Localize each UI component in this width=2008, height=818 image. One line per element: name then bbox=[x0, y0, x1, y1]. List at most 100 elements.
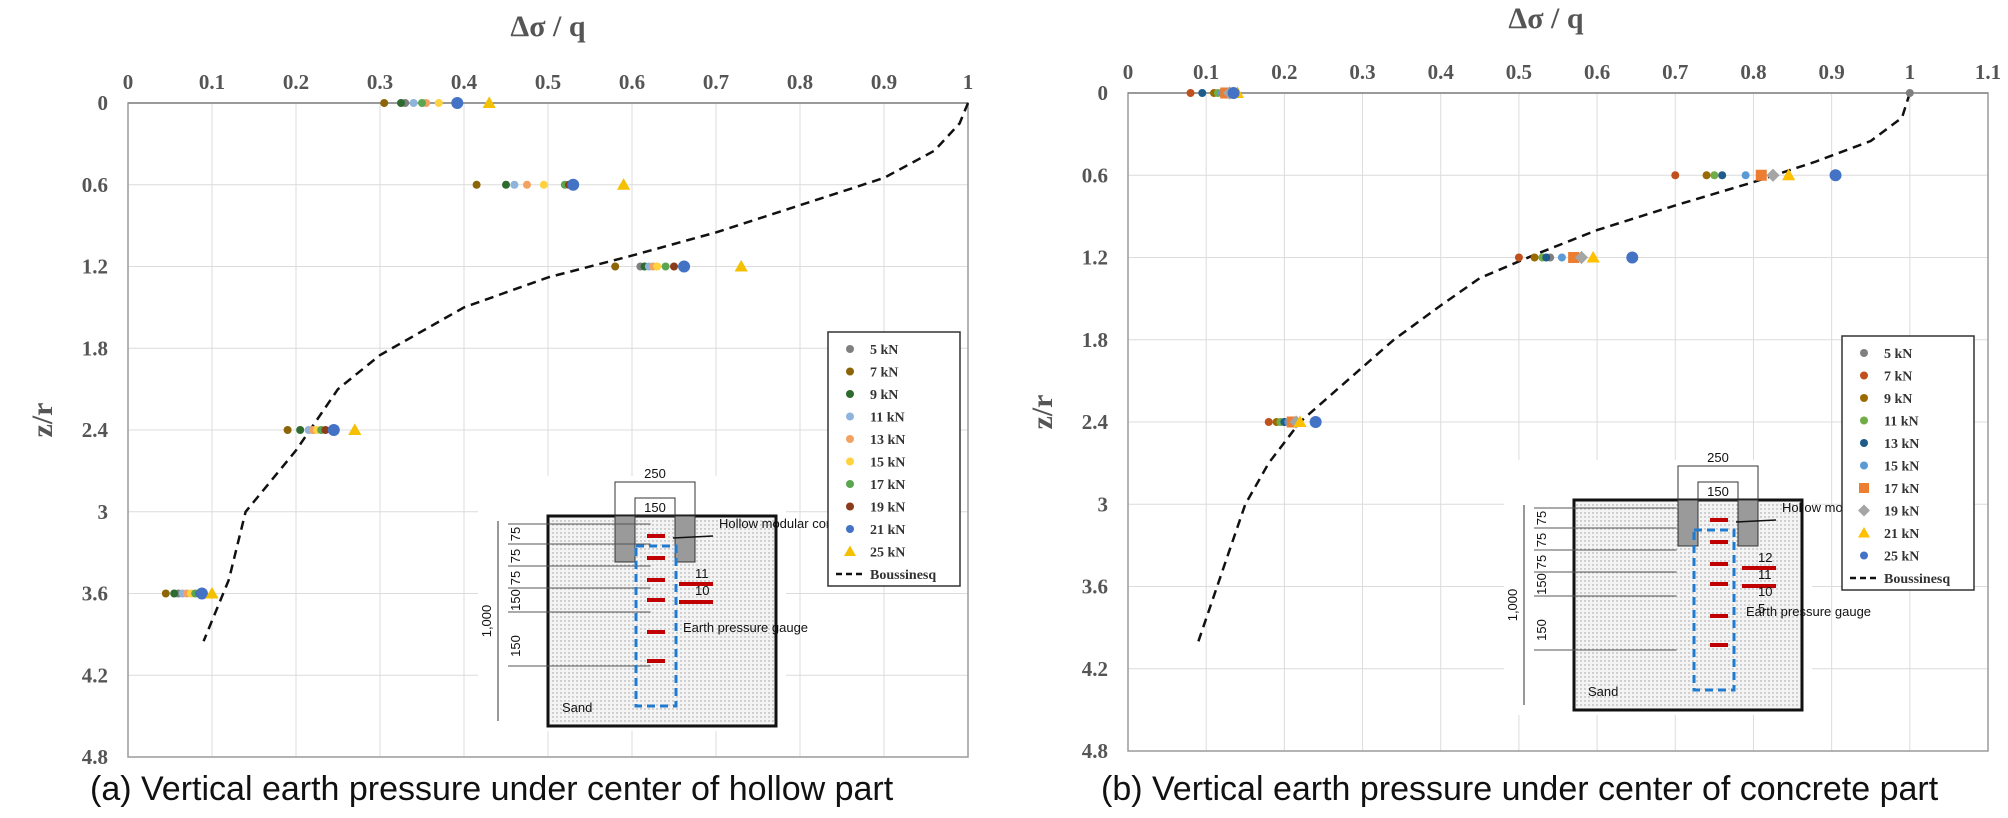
layer-dim-label: 150 bbox=[1534, 619, 1549, 641]
legend-marker bbox=[846, 457, 854, 466]
x-tick-label: 0.9 bbox=[1819, 60, 1845, 84]
data-point bbox=[348, 423, 362, 435]
chart-a-svg: 0 0.1 0.2 0.3 0.4 0.5 0.6 0.7 0.8 0.9 100.61.21.82… bbox=[26, 10, 973, 769]
legend-label: 13 kN bbox=[870, 433, 905, 448]
gauge-label: Earth pressure gauge bbox=[683, 620, 808, 635]
x-tick-label: 0.7 bbox=[703, 70, 729, 94]
data-point bbox=[1530, 253, 1539, 262]
dim-1000-label: 1,000 bbox=[1505, 589, 1520, 622]
data-point bbox=[1741, 171, 1750, 180]
x-tick-label: 0.1 bbox=[1193, 60, 1219, 84]
legend-label: 25 kN bbox=[1884, 550, 1919, 565]
data-point bbox=[472, 180, 481, 189]
y-tick-label: 0 bbox=[98, 91, 109, 115]
x-tick-label: 0.8 bbox=[787, 70, 813, 94]
x-tick-label: 0.6 bbox=[619, 70, 645, 94]
data-point bbox=[1264, 418, 1273, 426]
legend-label: 7 kN bbox=[1884, 370, 1912, 385]
data-point bbox=[502, 180, 510, 189]
chart-panel-b: 0 0.1 0.2 0.3 0.4 0.5 0.6 0.7 0.8 0.9 1 1.1 0 0.6 1.2 1… bbox=[1004, 0, 2008, 818]
x-tick-label: 0 bbox=[1123, 60, 1134, 84]
data-point bbox=[482, 96, 496, 108]
legend-label: 17 kN bbox=[870, 478, 905, 493]
legend-label: 21 kN bbox=[870, 523, 905, 538]
data-point bbox=[327, 424, 340, 436]
x-tick-label: 0.9 bbox=[871, 70, 897, 94]
y-tick-label: 2.4 bbox=[1082, 410, 1109, 434]
dim-150-label: 150 bbox=[644, 500, 666, 515]
data-point bbox=[1309, 416, 1322, 428]
y-tick-label: 1.8 bbox=[1082, 328, 1108, 352]
data-point bbox=[1568, 252, 1580, 263]
y-tick-label: 1.2 bbox=[1082, 246, 1108, 270]
legend-marker bbox=[846, 367, 854, 376]
series-7-kn bbox=[1186, 89, 1680, 426]
data-point bbox=[161, 589, 170, 598]
data-point bbox=[670, 262, 678, 271]
layer-dim-label: 75 bbox=[508, 527, 523, 541]
x-tick-label: 0.4 bbox=[1428, 60, 1455, 84]
legend-marker bbox=[846, 502, 854, 511]
data-point bbox=[510, 180, 519, 189]
data-point bbox=[1671, 171, 1680, 180]
x-tick-label: 1 bbox=[1905, 60, 1916, 84]
legend-marker bbox=[1860, 439, 1868, 447]
y-tick-label: 2.4 bbox=[82, 418, 109, 442]
chart-b-svg: 0 0.1 0.2 0.3 0.4 0.5 0.6 0.7 0.8 0.9 1 1.1 0 0.6 1.2 1… bbox=[1026, 2, 2001, 763]
hollow-arrow bbox=[672, 535, 714, 539]
data-point bbox=[653, 262, 662, 271]
legend-label: 5 kN bbox=[1884, 347, 1912, 362]
data-point bbox=[1755, 169, 1767, 181]
legend-marker bbox=[1858, 527, 1870, 538]
x-tick-label: 0.2 bbox=[283, 70, 309, 94]
legend-marker bbox=[1858, 504, 1870, 517]
legend-label: 9 kN bbox=[1884, 392, 1912, 407]
y-tick-label: 3 bbox=[1098, 492, 1109, 516]
data-point bbox=[1718, 171, 1727, 180]
data-point bbox=[1198, 89, 1207, 97]
y-tick-label: 0.6 bbox=[1082, 163, 1108, 187]
gauge-number: 10 bbox=[1758, 584, 1772, 599]
data-point bbox=[1542, 253, 1551, 262]
data-point bbox=[418, 99, 426, 107]
layer-dim-label: 150 bbox=[508, 589, 523, 611]
measurement-zone bbox=[1692, 528, 1736, 692]
legend-marker bbox=[1860, 461, 1868, 470]
data-point bbox=[283, 426, 292, 434]
layer-dim-label: 150 bbox=[1534, 573, 1549, 595]
sand-label: Sand bbox=[562, 700, 592, 715]
block-wall-left bbox=[614, 515, 636, 563]
data-point bbox=[617, 178, 631, 190]
x-tick-label: 0.5 bbox=[535, 70, 561, 94]
data-point bbox=[409, 99, 418, 107]
x-tick-label: 0.5 bbox=[1506, 60, 1532, 84]
legend-label: 17 kN bbox=[1884, 482, 1919, 497]
block-wall-right bbox=[1737, 499, 1759, 547]
data-point bbox=[734, 259, 748, 272]
y-tick-label: 0 bbox=[1098, 81, 1109, 105]
data-point bbox=[1626, 251, 1639, 264]
data-point bbox=[1766, 168, 1780, 182]
x-tick-label: 0.2 bbox=[1271, 60, 1297, 84]
y-tick-label: 1.2 bbox=[82, 255, 108, 279]
y-axis-title: z/r bbox=[1026, 395, 1059, 430]
dim-150-label: 150 bbox=[1707, 484, 1729, 499]
x-tick-label: 0.4 bbox=[451, 70, 478, 94]
legend: 5 kN 7 kN 9 kN 11 kN 13 kN 15 kN 17 kN 19 kN 21 … bbox=[827, 331, 961, 587]
y-tick-label: 4.8 bbox=[1082, 739, 1108, 763]
chart-panel-a: 0 0.1 0.2 0.3 0.4 0.5 0.6 0.7 0.8 0.9 1 0 0.6 1.2 1.8 2… bbox=[26, 10, 973, 808]
boussinesq-curve bbox=[202, 102, 970, 642]
layer-dim-label: 75 bbox=[1534, 533, 1549, 547]
dim-250-label: 250 bbox=[644, 466, 666, 481]
data-point bbox=[567, 178, 580, 191]
y-tick-label: 4.8 bbox=[82, 745, 108, 769]
legend-label: 15 kN bbox=[1884, 460, 1919, 475]
layer-dim-label: 75 bbox=[1534, 511, 1549, 525]
data-point bbox=[1829, 169, 1842, 182]
data-point bbox=[678, 260, 691, 273]
x-tick-label: 1.1 bbox=[1975, 60, 2001, 84]
series-25-kn bbox=[1227, 87, 1842, 428]
data-point bbox=[296, 426, 305, 434]
block-wall-right bbox=[674, 515, 696, 563]
